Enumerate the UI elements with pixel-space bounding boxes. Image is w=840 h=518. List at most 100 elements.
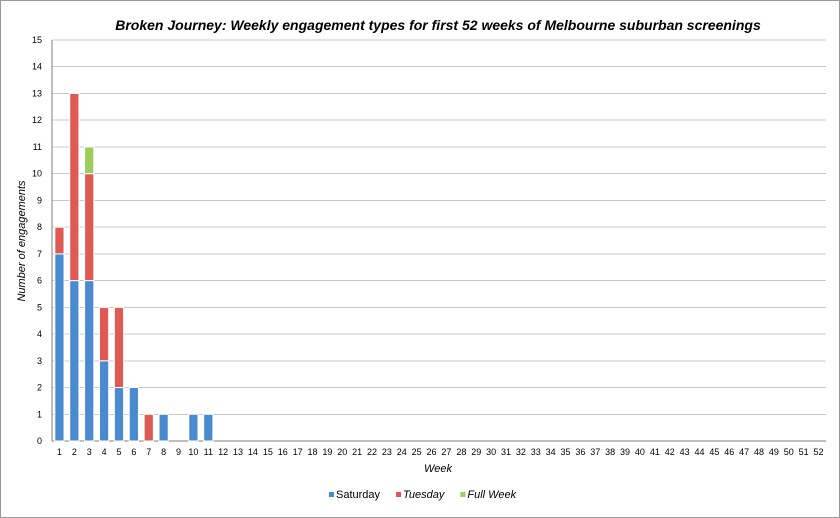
grid-lines <box>51 39 826 442</box>
x-tick-label: 14 <box>248 447 258 457</box>
x-tick-label: 45 <box>709 447 719 457</box>
bar-segment-saturday <box>113 387 125 442</box>
x-tick-label: 4 <box>102 447 107 457</box>
x-tick-label: 11 <box>204 447 213 457</box>
bars <box>54 92 214 442</box>
x-tick-labels: 1 2 3 4 5 6 7 8 9 10 11 12 13 14 15 16 17 18 19 20 21 22 23 24 2… <box>57 447 824 457</box>
y-axis-title: Number of engagements <box>16 180 28 302</box>
x-tick-label: 6 <box>131 447 136 457</box>
x-tick-label: 30 <box>486 447 496 457</box>
y-tick-label: 6 <box>37 276 42 286</box>
x-tick-label: 37 <box>590 447 600 457</box>
x-tick-label: 33 <box>531 447 541 457</box>
legend-label: Saturday <box>336 489 381 501</box>
bar-segment-saturday <box>128 387 139 442</box>
bar-segment-full-week <box>84 146 95 175</box>
bar-segment-saturday <box>54 253 65 442</box>
x-tick-label: 36 <box>575 447 585 457</box>
legend-swatch <box>460 492 466 497</box>
y-tick-label: 0 <box>37 436 42 446</box>
legend-label: Full Week <box>467 489 516 501</box>
x-tick-label: 49 <box>769 447 779 457</box>
x-tick-label: 25 <box>412 447 422 457</box>
x-tick-label: 41 <box>650 447 660 457</box>
y-tick-label: 15 <box>32 35 42 45</box>
y-tick-label: 14 <box>32 62 42 72</box>
bar-segment-tuesday <box>113 306 125 389</box>
x-tick-label: 50 <box>784 447 794 457</box>
x-tick-label: 18 <box>307 447 317 457</box>
legend-swatch <box>329 492 334 497</box>
y-tick-label: 3 <box>37 356 42 366</box>
x-tick-label: 7 <box>146 447 151 457</box>
x-tick-label: 12 <box>218 447 228 457</box>
x-tick-label: 43 <box>680 447 690 457</box>
chart-title: Broken Journey: Weekly engagement types … <box>115 17 761 33</box>
x-tick-label: 24 <box>397 447 407 457</box>
y-tick-label: 8 <box>37 222 42 232</box>
y-tick-label: 12 <box>32 115 42 125</box>
y-tick-label: 4 <box>37 329 42 339</box>
y-tick-label: 7 <box>37 249 42 259</box>
x-tick-label: 9 <box>176 447 181 457</box>
bar-segment-saturday <box>158 413 169 442</box>
x-tick-label: 17 <box>293 447 303 457</box>
x-tick-label: 3 <box>87 447 92 457</box>
legend-label: Tuesday <box>403 489 446 501</box>
x-tick-label: 47 <box>739 447 749 457</box>
bar-segment-tuesday <box>98 306 110 362</box>
legend: Saturday Tuesday Full Week <box>329 489 517 501</box>
bar-segment-saturday <box>69 280 80 442</box>
y-tick-label: 10 <box>32 169 42 179</box>
x-tick-label: 22 <box>367 447 377 457</box>
y-tick-label: 5 <box>37 302 42 312</box>
bar-segment-tuesday <box>69 92 80 282</box>
x-tick-label: 10 <box>188 447 198 457</box>
x-tick-label: 15 <box>263 447 273 457</box>
x-tick-label: 31 <box>501 447 511 457</box>
bar-segment-saturday <box>98 360 110 442</box>
x-tick-label: 8 <box>161 447 166 457</box>
y-tick-label: 1 <box>37 409 42 419</box>
y-tick-label: 9 <box>37 195 42 205</box>
x-tick-label: 38 <box>605 447 615 457</box>
x-tick-label: 20 <box>337 447 347 457</box>
x-tick-label: 48 <box>754 447 764 457</box>
x-tick-label: 1 <box>57 447 62 457</box>
bar-segment-saturday <box>84 280 95 442</box>
bar-segment-saturday <box>203 413 214 442</box>
x-tick-label: 26 <box>427 447 437 457</box>
x-tick-label: 16 <box>278 447 288 457</box>
x-tick-label: 51 <box>799 447 809 457</box>
x-tick-label: 32 <box>516 447 526 457</box>
x-tick-label: 34 <box>546 447 556 457</box>
x-tick-label: 42 <box>665 447 675 457</box>
bar-segment-tuesday <box>143 413 154 442</box>
x-tick-label: 5 <box>116 447 121 457</box>
bar-segment-tuesday <box>84 173 95 282</box>
x-tick-label: 44 <box>694 447 704 457</box>
x-tick-label: 40 <box>635 447 645 457</box>
x-tick-label: 23 <box>382 447 392 457</box>
x-tick-label: 52 <box>814 447 824 457</box>
legend-swatch <box>396 492 402 497</box>
y-tick-label: 11 <box>33 142 42 152</box>
x-tick-label: 28 <box>456 447 466 457</box>
x-tick-label: 19 <box>322 447 332 457</box>
x-tick-label: 27 <box>441 447 451 457</box>
x-tick-label: 35 <box>561 447 571 457</box>
bar-segment-saturday <box>188 413 199 442</box>
x-tick-label: 39 <box>620 447 630 457</box>
x-tick-label: 29 <box>471 447 481 457</box>
bar-segment-tuesday <box>54 226 65 255</box>
x-axis-title: Week <box>424 463 452 475</box>
x-tick-label: 21 <box>352 447 362 457</box>
x-tick-label: 2 <box>72 447 77 457</box>
x-tick-label: 13 <box>233 447 243 457</box>
y-tick-label: 13 <box>32 88 42 98</box>
x-tick-label: 46 <box>724 447 734 457</box>
y-tick-label: 2 <box>37 383 42 393</box>
